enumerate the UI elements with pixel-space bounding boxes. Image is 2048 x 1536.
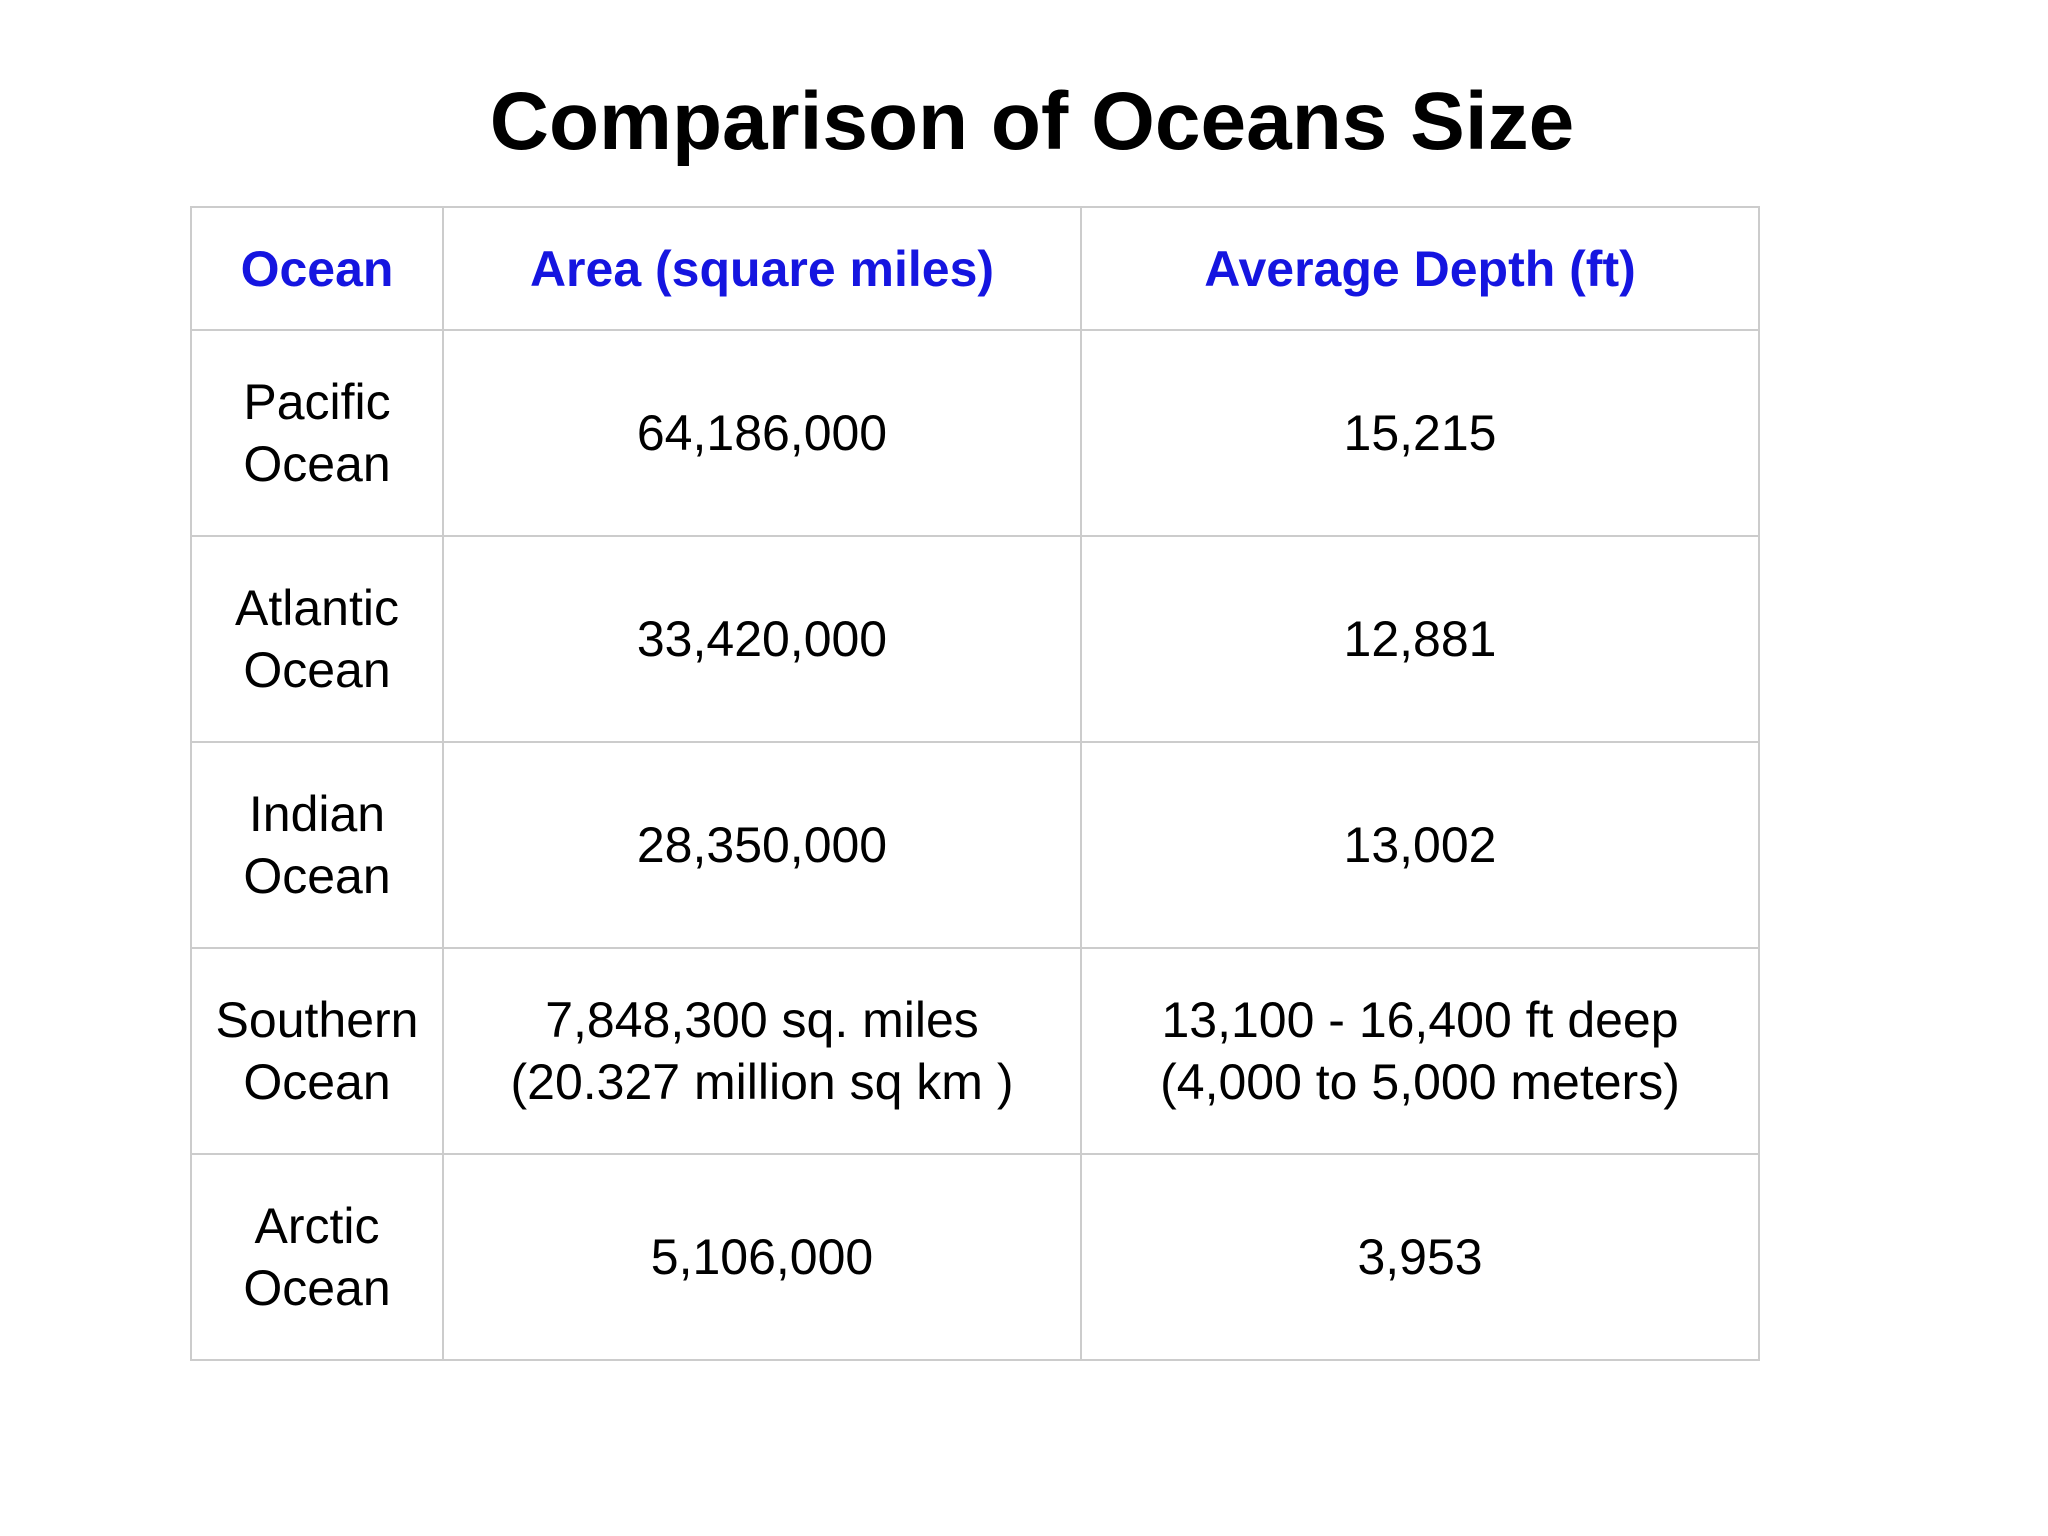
depth-cell: 13,002: [1080, 741, 1760, 949]
table-header-row: Ocean Area (square miles) Average Depth …: [190, 206, 1760, 331]
depth-value: 12,881: [1343, 611, 1497, 667]
area-cell: 7,848,300 sq. miles (20.327 million sq k…: [442, 947, 1082, 1155]
header-area: Area (square miles): [442, 206, 1082, 331]
ocean-name-line: Ocean: [243, 642, 391, 698]
depth-value-metric: (4,000 to 5,000 meters): [1160, 1054, 1680, 1110]
ocean-name-line: Pacific: [243, 374, 391, 430]
ocean-name-line: Ocean: [243, 1054, 391, 1110]
depth-cell: 3,953: [1080, 1153, 1760, 1361]
ocean-name-line: Arctic: [254, 1198, 380, 1254]
area-value: 5,106,000: [650, 1229, 874, 1285]
area-value: 7,848,300 sq. miles: [545, 992, 979, 1048]
area-value: 33,420,000: [636, 611, 888, 667]
ocean-name-cell: Atlantic Ocean: [190, 535, 444, 743]
table-row: Southern Ocean 7,848,300 sq. miles (20.3…: [190, 947, 1760, 1155]
table-row: Pacific Ocean 64,186,000 15,215: [190, 329, 1760, 537]
area-value: 28,350,000: [636, 817, 888, 873]
ocean-name-line: Ocean: [243, 848, 391, 904]
depth-value: 3,953: [1357, 1229, 1483, 1285]
ocean-name-cell: Arctic Ocean: [190, 1153, 444, 1361]
area-cell: 5,106,000: [442, 1153, 1082, 1361]
page-title: Comparison of Oceans Size: [489, 76, 1575, 167]
ocean-name-line: Southern: [215, 992, 419, 1048]
area-cell: 28,350,000: [442, 741, 1082, 949]
table-row: Atlantic Ocean 33,420,000 12,881: [190, 535, 1760, 743]
ocean-name-line: Ocean: [243, 436, 391, 492]
ocean-name-cell: Southern Ocean: [190, 947, 444, 1155]
area-cell: 33,420,000: [442, 535, 1082, 743]
depth-cell: 15,215: [1080, 329, 1760, 537]
table-row: Arctic Ocean 5,106,000 3,953: [190, 1153, 1760, 1361]
header-depth: Average Depth (ft): [1080, 206, 1760, 331]
header-ocean: Ocean: [190, 206, 444, 331]
depth-value: 13,002: [1343, 817, 1497, 873]
ocean-name-line: Atlantic: [235, 580, 399, 636]
oceans-table: Ocean Area (square miles) Average Depth …: [190, 206, 1760, 1361]
depth-value: 15,215: [1343, 405, 1497, 461]
area-cell: 64,186,000: [442, 329, 1082, 537]
ocean-name-line: Indian: [248, 786, 386, 842]
depth-value: 13,100 - 16,400 ft deep: [1161, 992, 1679, 1048]
ocean-name-cell: Pacific Ocean: [190, 329, 444, 537]
ocean-name-line: Ocean: [243, 1260, 391, 1316]
area-value: 64,186,000: [636, 405, 888, 461]
depth-cell: 13,100 - 16,400 ft deep (4,000 to 5,000 …: [1080, 947, 1760, 1155]
area-value-metric: (20.327 million sq km ): [510, 1054, 1014, 1110]
depth-cell: 12,881: [1080, 535, 1760, 743]
table-row: Indian Ocean 28,350,000 13,002: [190, 741, 1760, 949]
ocean-name-cell: Indian Ocean: [190, 741, 444, 949]
